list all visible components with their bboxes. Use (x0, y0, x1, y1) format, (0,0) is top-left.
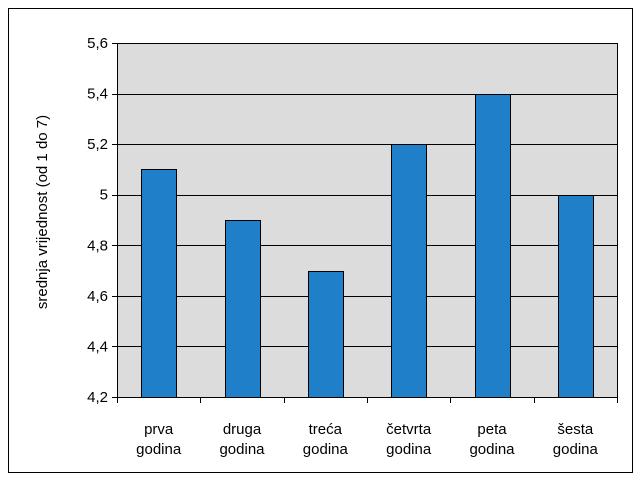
bar-2 (308, 271, 344, 398)
bar-1 (225, 220, 261, 398)
x-tick-label-3: četvrta godina (386, 421, 432, 458)
plot-area (117, 43, 618, 398)
x-tick-label-line: treća (309, 421, 343, 438)
x-tick-label-line: peta (477, 421, 507, 438)
x-tick-label-line: godina (303, 441, 349, 458)
bar-3 (391, 144, 427, 398)
gridlines (117, 43, 618, 347)
x-tick-label-2: treća godina (303, 421, 349, 458)
y-tick-label-6: 5,4 (87, 86, 108, 103)
x-tick-labels: prva godina druga godina treća godina četvrta g… (136, 421, 598, 458)
x-tick-label-line: druga (223, 421, 262, 438)
y-tick-label-7: 5,6 (87, 35, 108, 52)
axes (112, 43, 618, 403)
y-tick-label-1: 4,4 (87, 338, 108, 355)
x-tick-label-line: godina (219, 441, 265, 458)
x-tick-label-5: šesta godina (553, 421, 599, 458)
bars (141, 94, 594, 398)
y-tick-label-3: 4,8 (87, 237, 108, 254)
x-tick-label-line: godina (553, 441, 599, 458)
bar-5 (558, 195, 594, 398)
y-tick-label-2: 4,6 (87, 288, 108, 305)
bar-0 (141, 169, 177, 398)
x-tick-label-line: godina (386, 441, 432, 458)
y-tick-label-4: 5 (100, 187, 108, 204)
x-tick-label-line: godina (469, 441, 515, 458)
x-tick-label-line: šesta (557, 421, 594, 438)
x-tick-label-line: četvrta (386, 421, 432, 438)
y-tick-label-0: 4,2 (87, 389, 108, 406)
x-tick-label-line: prva (144, 421, 174, 438)
x-tick-label-4: peta godina (469, 421, 515, 458)
x-tick-label-0: prva godina (136, 421, 182, 458)
y-tick-labels: 4,2 4,4 4,6 4,8 5 5,2 5,4 5,6 (87, 35, 108, 406)
x-tick-label-line: godina (136, 441, 182, 458)
x-tick-label-1: druga godina (219, 421, 265, 458)
y-axis-title: srednja vrijednost (od 1 do 7) (34, 115, 51, 309)
y-tick-label-5: 5,2 (87, 136, 108, 153)
bar-4 (475, 94, 511, 398)
